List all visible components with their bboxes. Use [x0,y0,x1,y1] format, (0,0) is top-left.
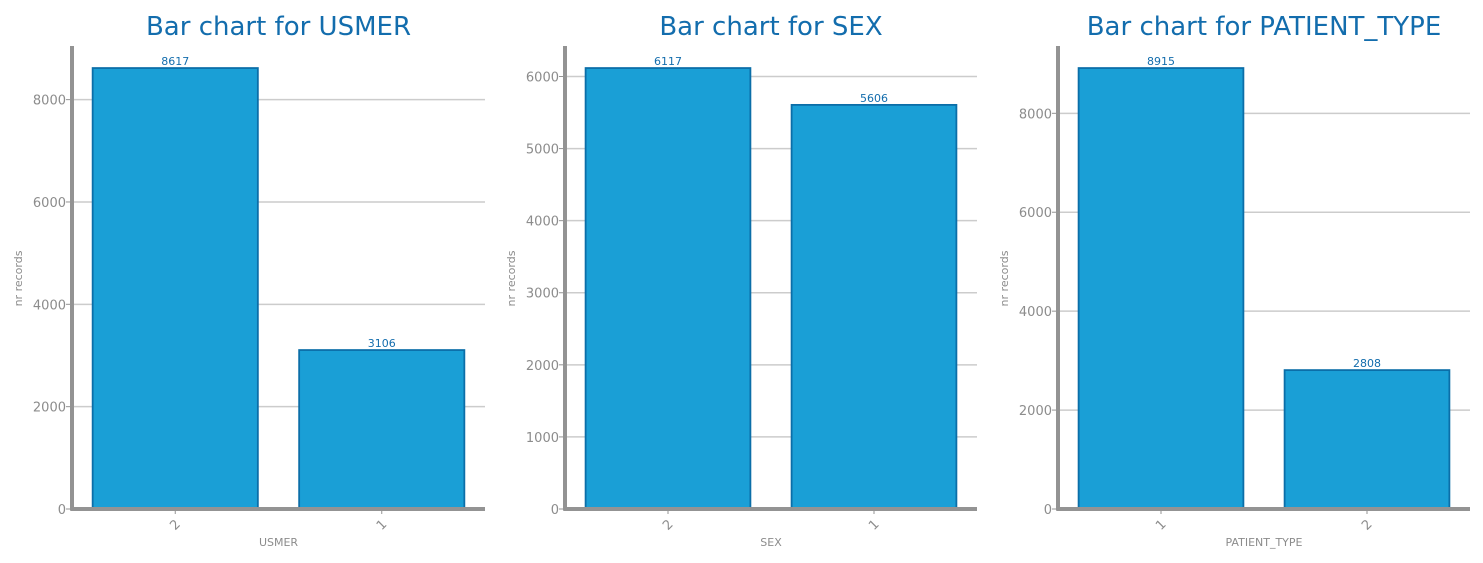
x-tick-label: 1 [1153,517,1169,533]
bar-value-label: 8915 [1147,55,1175,68]
y-tick-label: 8000 [33,94,66,109]
y-axis-label: nr records [505,250,518,306]
y-tick-label: 2000 [1019,404,1052,419]
y-tick-label: 4000 [1019,305,1052,320]
chart-panel-1: Bar chart for SEX 0 1000 2000 3000 4000 5000 60… [505,12,977,549]
x-axis-label: PATIENT_TYPE [1226,536,1303,549]
y-axis-label: nr records [998,250,1011,306]
x-tick-label: 2 [167,517,183,533]
y-tick-label: 0 [1044,503,1052,518]
x-axis-label: SEX [760,536,782,549]
chart-panel-2: Bar chart for PATIENT_TYPE 0 2000 4000 6000 8… [998,12,1470,549]
y-tick-label: 2000 [33,401,66,416]
y-tick-label: 6000 [526,70,559,85]
y-tick-label: 6000 [33,196,66,211]
x-tick-label: 2 [660,517,676,533]
bar-value-label: 6117 [654,55,682,68]
bar [1283,369,1451,510]
chart-title: Bar chart for PATIENT_TYPE [1087,12,1442,42]
y-tick-label: 4000 [33,298,66,313]
y-tick-label: 0 [58,503,66,518]
bar-value-label: 5606 [860,92,888,105]
y-tick-label: 6000 [1019,206,1052,221]
bar-value-label: 3106 [368,337,396,350]
bar [790,103,958,510]
y-tick-label: 1000 [526,431,559,446]
bar [298,349,466,510]
bar [91,67,259,510]
bar-value-label: 2808 [1353,357,1381,370]
x-tick-label: 1 [866,517,882,533]
y-tick-label: 3000 [526,287,559,302]
y-tick-label: 0 [551,503,559,518]
x-tick-label: 1 [374,517,390,533]
y-tick-label: 5000 [526,143,559,158]
y-tick-label: 4000 [526,215,559,230]
y-tick-label: 2000 [526,359,559,374]
chart-title: Bar chart for USMER [146,12,411,42]
bar [584,67,752,510]
bar-value-label: 8617 [161,55,189,68]
chart-title: Bar chart for SEX [659,12,882,42]
x-tick-label: 2 [1359,517,1375,533]
y-axis-label: nr records [12,250,25,306]
bar [1077,67,1245,510]
x-axis-label: USMER [259,536,298,549]
chart-panel-0: Bar chart for USMER 0 2000 4000 6000 8000 8617… [12,12,485,549]
y-tick-label: 8000 [1019,107,1052,122]
